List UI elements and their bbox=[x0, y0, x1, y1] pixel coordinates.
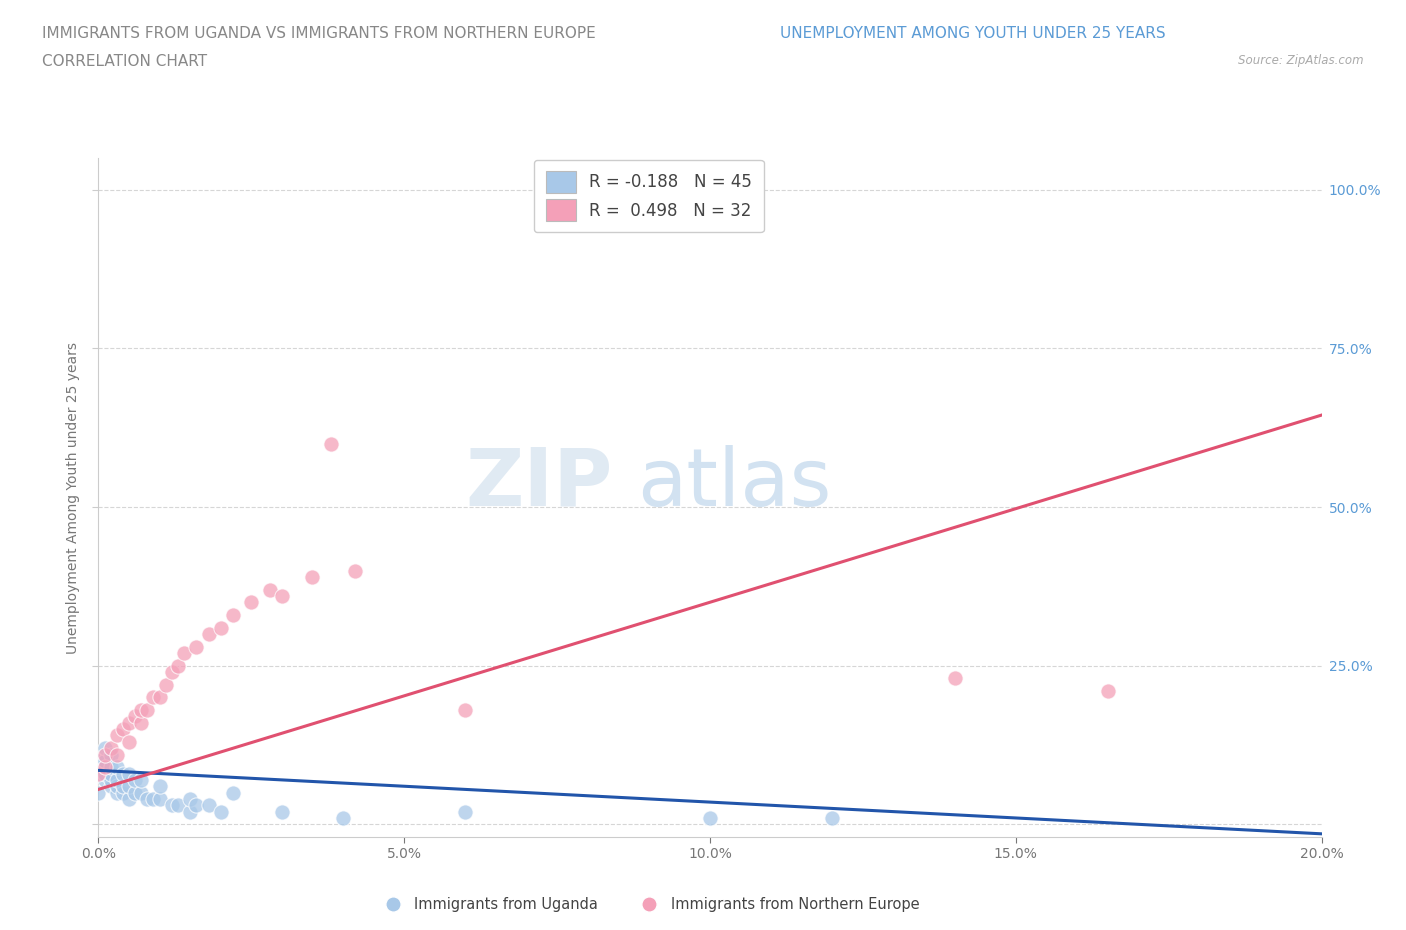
Text: atlas: atlas bbox=[637, 445, 831, 523]
Point bbox=[332, 811, 354, 826]
Point bbox=[87, 760, 110, 775]
Point bbox=[129, 773, 152, 788]
Point bbox=[87, 766, 110, 781]
Point bbox=[179, 791, 201, 806]
Point bbox=[149, 791, 172, 806]
Point bbox=[1097, 684, 1119, 698]
Point bbox=[160, 798, 183, 813]
Point bbox=[105, 778, 128, 793]
Legend: Immigrants from Uganda, Immigrants from Northern Europe: Immigrants from Uganda, Immigrants from … bbox=[373, 891, 925, 918]
Point bbox=[118, 778, 141, 793]
Point bbox=[118, 766, 141, 781]
Point bbox=[118, 715, 141, 730]
Point bbox=[93, 773, 115, 788]
Point bbox=[118, 735, 141, 750]
Point bbox=[100, 766, 122, 781]
Point bbox=[129, 715, 152, 730]
Point bbox=[301, 569, 323, 584]
Point bbox=[93, 740, 115, 755]
Text: IMMIGRANTS FROM UGANDA VS IMMIGRANTS FROM NORTHERN EUROPE: IMMIGRANTS FROM UGANDA VS IMMIGRANTS FRO… bbox=[42, 26, 600, 41]
Point bbox=[87, 785, 110, 800]
Point bbox=[93, 766, 115, 781]
Point bbox=[100, 747, 122, 762]
Point bbox=[167, 798, 190, 813]
Point bbox=[186, 639, 208, 654]
Point bbox=[222, 785, 245, 800]
Point bbox=[118, 791, 141, 806]
Point bbox=[105, 760, 128, 775]
Point bbox=[129, 703, 152, 718]
Point bbox=[93, 753, 115, 768]
Point bbox=[270, 589, 292, 604]
Point bbox=[142, 690, 165, 705]
Point bbox=[344, 563, 367, 578]
Point bbox=[240, 595, 263, 610]
Point bbox=[100, 740, 122, 755]
Point bbox=[105, 747, 128, 762]
Point bbox=[111, 785, 134, 800]
Point bbox=[259, 582, 281, 597]
Point bbox=[124, 773, 146, 788]
Point bbox=[93, 760, 115, 775]
Point bbox=[87, 766, 110, 781]
Y-axis label: Unemployment Among Youth under 25 years: Unemployment Among Youth under 25 years bbox=[66, 341, 80, 654]
Point bbox=[105, 773, 128, 788]
Point bbox=[167, 658, 190, 673]
Point bbox=[129, 785, 152, 800]
Point bbox=[173, 645, 195, 660]
Point bbox=[142, 791, 165, 806]
Point bbox=[821, 811, 844, 826]
Point bbox=[209, 620, 232, 635]
Point bbox=[105, 728, 128, 743]
Point bbox=[209, 804, 232, 819]
Point bbox=[93, 760, 115, 775]
Point bbox=[197, 798, 219, 813]
Point bbox=[111, 778, 134, 793]
Point bbox=[100, 773, 122, 788]
Point bbox=[100, 778, 122, 793]
Point bbox=[454, 804, 477, 819]
Point bbox=[155, 677, 177, 692]
Text: Source: ZipAtlas.com: Source: ZipAtlas.com bbox=[1239, 54, 1364, 67]
Point bbox=[319, 436, 342, 451]
Point bbox=[93, 747, 115, 762]
Text: ZIP: ZIP bbox=[465, 445, 612, 523]
Point bbox=[111, 766, 134, 781]
Text: CORRELATION CHART: CORRELATION CHART bbox=[42, 54, 207, 69]
Point bbox=[111, 722, 134, 737]
Point bbox=[149, 778, 172, 793]
Text: UNEMPLOYMENT AMONG YOUTH UNDER 25 YEARS: UNEMPLOYMENT AMONG YOUTH UNDER 25 YEARS bbox=[780, 26, 1166, 41]
Point bbox=[136, 791, 159, 806]
Point bbox=[222, 607, 245, 622]
Point bbox=[136, 703, 159, 718]
Point bbox=[100, 760, 122, 775]
Point bbox=[179, 804, 201, 819]
Point bbox=[270, 804, 292, 819]
Point bbox=[197, 627, 219, 642]
Point bbox=[149, 690, 172, 705]
Point bbox=[454, 703, 477, 718]
Point bbox=[160, 665, 183, 680]
Point bbox=[105, 785, 128, 800]
Point bbox=[124, 785, 146, 800]
Point bbox=[124, 709, 146, 724]
Point bbox=[699, 811, 721, 826]
Point bbox=[943, 671, 966, 685]
Point bbox=[87, 753, 110, 768]
Point bbox=[186, 798, 208, 813]
